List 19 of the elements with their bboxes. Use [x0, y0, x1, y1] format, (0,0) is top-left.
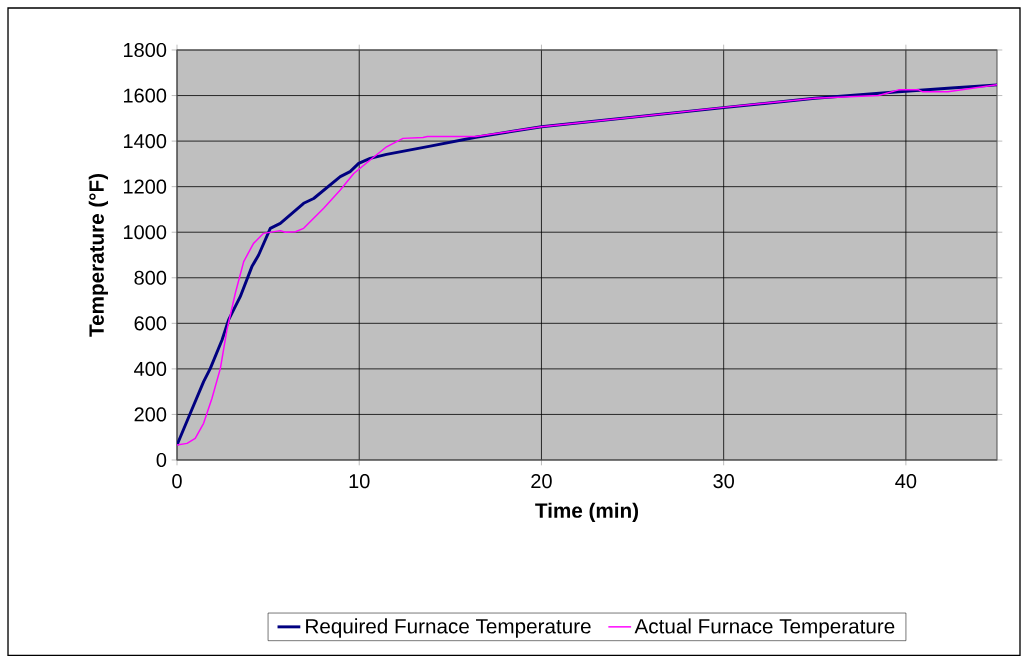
y-axis-title: Temperature (°F) [88, 174, 108, 337]
legend-label: Actual Furnace Temperature [634, 618, 895, 638]
y-tick-label: 400 [134, 361, 167, 376]
x-tick-label: 40 [895, 474, 917, 489]
y-tick-label: 600 [134, 316, 167, 331]
y-tick-label: 1400 [123, 134, 167, 149]
x-tick-label: 20 [531, 474, 552, 489]
legend-label: Required Furnace Temperature [306, 618, 591, 638]
x-tick-label: 30 [713, 474, 734, 489]
y-tick-label: 1600 [123, 88, 167, 103]
y-tick-label: 1000 [123, 225, 167, 240]
y-tick-label: 0 [156, 452, 167, 468]
y-tick-label: 1800 [123, 42, 167, 58]
x-axis-title: Time (min) [535, 502, 639, 522]
y-tick-label: 200 [134, 407, 167, 422]
y-tick-label: 1200 [123, 179, 167, 194]
y-tick-label: 800 [134, 270, 167, 285]
x-tick-label: 10 [349, 474, 370, 489]
x-tick-label: 0 [172, 474, 182, 489]
